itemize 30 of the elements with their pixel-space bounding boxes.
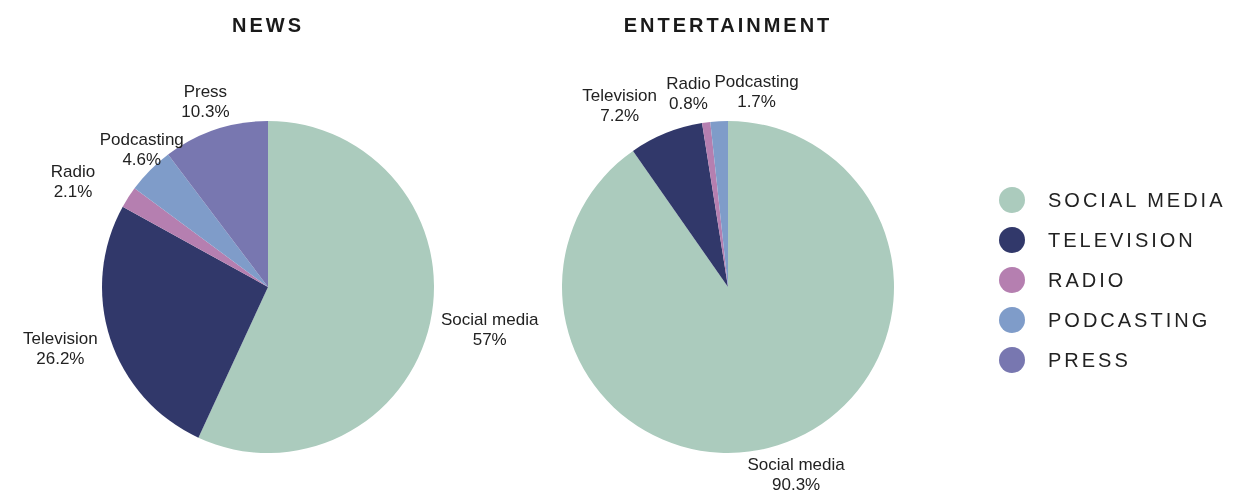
data-label: 90.3% xyxy=(772,474,821,493)
category-label: RADIO xyxy=(1048,269,1127,291)
pie-slice xyxy=(122,188,268,287)
pie-slice xyxy=(198,121,434,453)
data-label: 0.8% xyxy=(669,93,708,113)
data-label: 10.3% xyxy=(181,102,230,122)
category-label: TELEVISION xyxy=(1048,229,1196,251)
slice-label: Radio xyxy=(666,73,711,93)
data-label: 57% xyxy=(472,330,507,350)
slice-label: Television xyxy=(582,86,658,106)
data-label: 4.6% xyxy=(122,150,162,170)
slice-label: Press xyxy=(183,82,228,102)
category-label: PODCASTING xyxy=(1048,309,1211,331)
pie-slice xyxy=(102,206,268,438)
data-label: 7.2% xyxy=(600,106,640,126)
category-label: SOCIAL MEDIA xyxy=(1048,189,1226,211)
pie-slice xyxy=(562,121,894,453)
chart-title: NEWS xyxy=(232,14,304,36)
data-label: 2.1% xyxy=(53,182,93,202)
chart-title: ENTERTAINMENT xyxy=(623,14,833,36)
slice-label: Podcasting xyxy=(99,130,184,150)
data-label: 1.7% xyxy=(737,92,776,112)
slice-label: Social media xyxy=(747,454,846,474)
category-label: PRESS xyxy=(1048,349,1131,371)
slice-label: Social media xyxy=(441,310,539,330)
slice-label: Radio xyxy=(50,162,96,182)
data-label: 26.2% xyxy=(36,349,85,369)
pie-slice xyxy=(632,123,728,287)
slice-label: Television xyxy=(23,329,98,349)
slice-label: Podcasting xyxy=(714,72,799,92)
